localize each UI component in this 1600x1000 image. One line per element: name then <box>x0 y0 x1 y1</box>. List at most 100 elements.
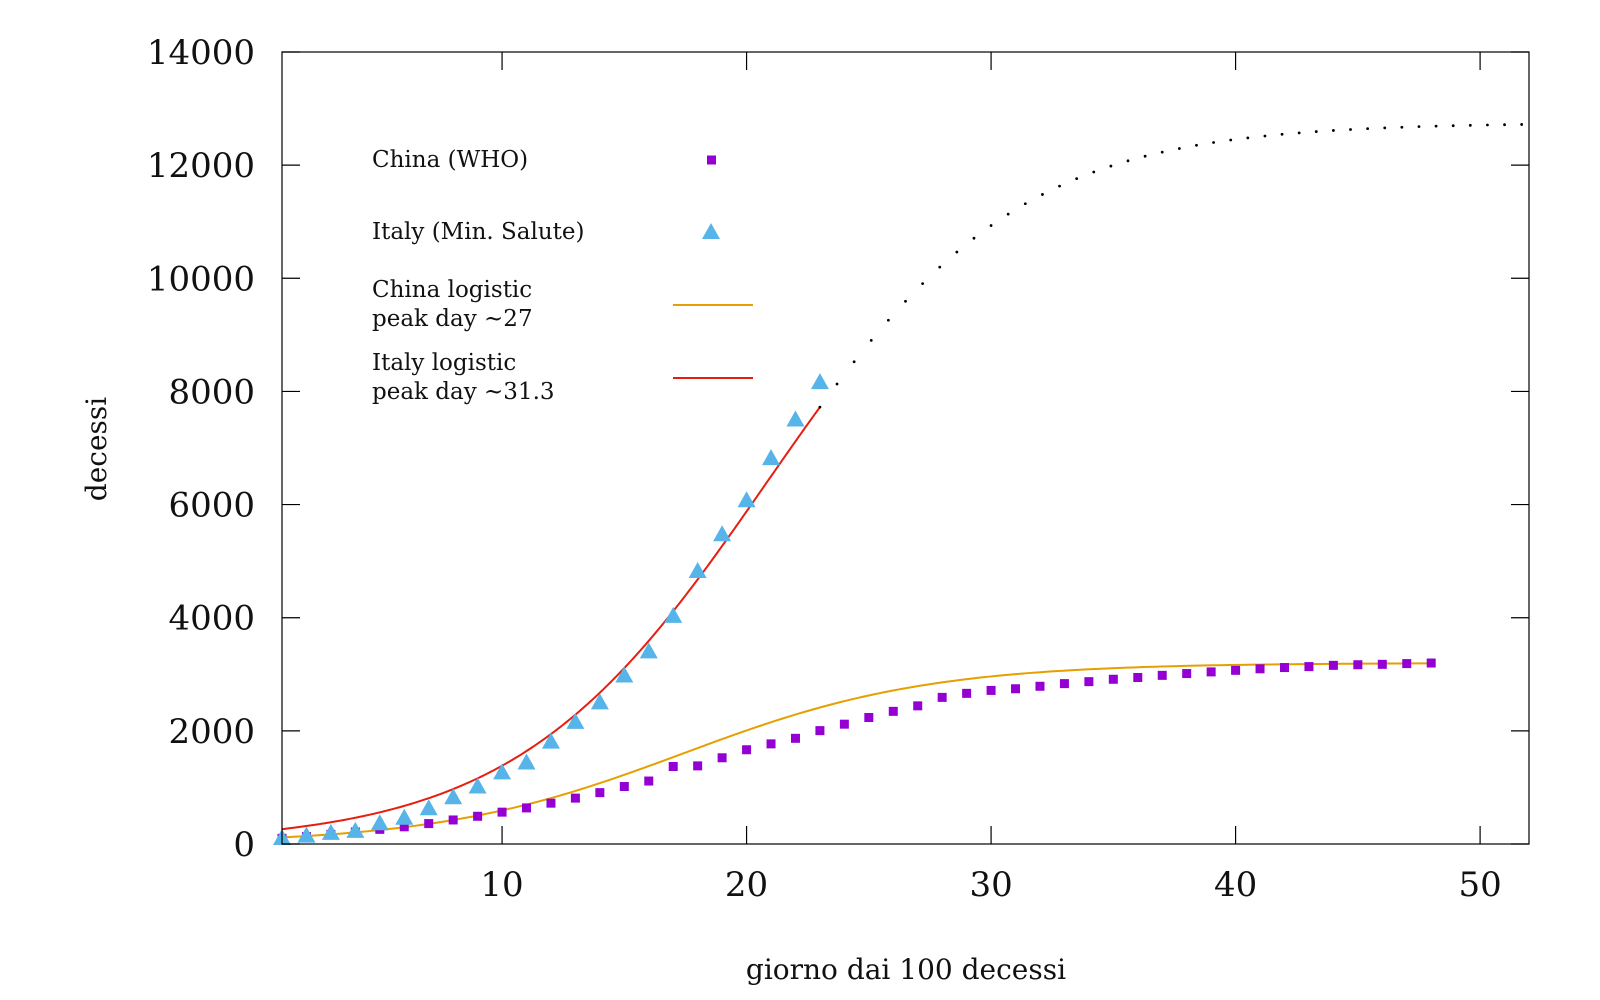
china-data-point <box>1304 662 1314 672</box>
x-tick-label: 20 <box>725 865 768 905</box>
italy-data-point <box>468 777 487 794</box>
extrapolation-dot <box>1468 123 1472 127</box>
china-data-point <box>1255 664 1265 674</box>
italy-data-point <box>688 562 707 579</box>
italy-data-point <box>713 525 732 542</box>
china-data-point <box>595 788 605 798</box>
legend-label-italy_fit: Italy logistic <box>372 350 516 376</box>
extrapolation-dot <box>1349 128 1352 131</box>
y-tick-label: 14000 <box>147 33 255 73</box>
china-data-point <box>546 798 556 808</box>
italy-data-point <box>370 814 389 831</box>
axes: 10 20 30 40 50 0 2000 4000 6000 8000 10000 12000 140… <box>147 33 1530 905</box>
legend-label-italy_points: Italy (Min. Salute) <box>372 219 584 245</box>
extrapolation-dot <box>1075 177 1079 181</box>
x-axis-label: giorno dai 100 decessi <box>746 953 1066 986</box>
china-data-point <box>790 733 800 743</box>
china-data-point <box>1011 684 1021 694</box>
extrapolation-dot <box>1451 124 1455 128</box>
italy-data-point <box>395 808 414 825</box>
china-data-point <box>1182 669 1192 679</box>
extrapolation-dot <box>921 282 925 285</box>
china-data-point <box>1377 659 1387 669</box>
plot-area <box>273 123 1524 845</box>
italy-data-point <box>493 763 512 780</box>
china-data-point <box>497 807 507 817</box>
extrapolation-dot <box>818 405 822 409</box>
legend-symbol-china_points <box>707 155 716 165</box>
china-data-point <box>1206 667 1216 677</box>
extrapolation-dot <box>1280 132 1284 136</box>
italy-data-point <box>664 606 683 623</box>
extrapolation-dot <box>835 382 839 386</box>
china-data-point <box>1157 670 1167 680</box>
china-data-point <box>1402 659 1412 669</box>
extrapolation-dot <box>904 299 907 303</box>
y-tick-label: 2000 <box>168 712 255 752</box>
china-data-point <box>986 685 996 695</box>
series-line-italy-logistic <box>281 406 821 831</box>
extrapolation-dot <box>972 236 976 240</box>
extrapolation-dot <box>1092 170 1096 174</box>
china-data-point <box>1279 663 1289 673</box>
legend-label-china_points: China (WHO) <box>372 147 528 173</box>
y-axis-label: decessi <box>80 397 113 501</box>
italy-data-point <box>615 666 634 683</box>
china-data-point <box>1353 660 1363 670</box>
extrapolation-dot <box>1417 125 1421 129</box>
legend-symbol-italy_points <box>702 223 720 239</box>
extrapolation-dot <box>1212 141 1215 144</box>
italy-data-point <box>737 491 756 508</box>
china-data-point <box>619 782 629 792</box>
china-data-point <box>1035 681 1045 691</box>
italy-data-point <box>346 821 365 838</box>
extrapolation-dot <box>989 224 993 227</box>
extrapolation-dot <box>1006 212 1010 216</box>
extrapolation-dot <box>1041 193 1044 196</box>
china-data-point <box>1426 658 1436 668</box>
china-data-point <box>717 753 727 763</box>
extrapolation-dot <box>869 339 873 342</box>
legend: China (WHO) Italy (Min. Salute) China logi… <box>372 147 753 405</box>
y-tick-label: 6000 <box>168 486 255 526</box>
china-data-point <box>1231 665 1241 675</box>
extrapolation-dot <box>1126 159 1130 163</box>
italy-data-point <box>541 732 560 749</box>
extrapolation-dot <box>1229 138 1233 142</box>
china-data-point <box>644 776 654 786</box>
china-data-point <box>1133 673 1143 683</box>
italy-data-point <box>297 826 316 843</box>
extrapolation-dot <box>1195 143 1198 147</box>
extrapolation-dot <box>1109 164 1113 168</box>
series-line-china-logistic <box>281 662 1432 839</box>
x-tick-label: 10 <box>480 865 523 905</box>
china-data-point <box>1328 660 1338 670</box>
extrapolation-dot <box>1023 202 1027 206</box>
china-data-point <box>1059 679 1069 689</box>
china-data-point <box>570 793 580 803</box>
china-data-point <box>913 701 923 711</box>
china-data-point <box>473 811 483 821</box>
italy-data-point <box>444 788 463 805</box>
extrapolation-dot <box>1434 124 1438 128</box>
extrapolation-dot <box>1177 147 1181 150</box>
y-tick-label: 4000 <box>168 599 255 639</box>
extrapolation-dot <box>886 318 890 322</box>
china-data-point <box>522 803 532 813</box>
china-data-point <box>742 745 752 755</box>
italy-data-point <box>810 373 829 390</box>
italy-data-point <box>517 753 536 770</box>
china-data-point <box>937 692 947 702</box>
italy-data-point <box>321 823 340 840</box>
china-data-point <box>962 688 972 698</box>
legend-label-china_fit: China logistic <box>372 277 532 303</box>
china-data-point <box>815 726 825 736</box>
italy-data-point <box>786 410 805 427</box>
extrapolation-dot <box>955 250 959 254</box>
y-tick-label: 0 <box>233 825 255 865</box>
china-data-point <box>668 762 678 771</box>
italy-data-point <box>419 799 438 816</box>
extrapolation-dot <box>938 265 942 269</box>
extrapolation-dot <box>1366 127 1370 131</box>
y-tick-label: 10000 <box>147 259 255 299</box>
